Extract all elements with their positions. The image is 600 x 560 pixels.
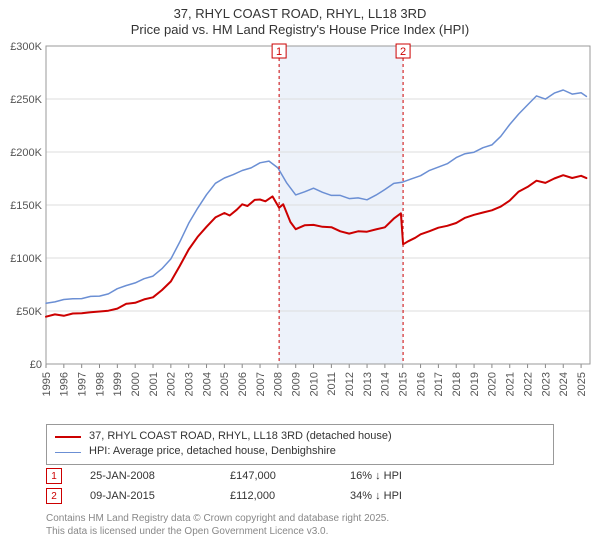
x-tick-label: 2007: [255, 372, 267, 396]
legend: 37, RHYL COAST ROAD, RHYL, LL18 3RD (det…: [46, 424, 554, 465]
x-tick-label: 2021: [505, 372, 517, 396]
legend-swatch: [55, 452, 81, 453]
legend-label: HPI: Average price, detached house, Denb…: [89, 444, 336, 459]
x-tick-label: 2012: [344, 372, 356, 396]
legend-row: 37, RHYL COAST ROAD, RHYL, LL18 3RD (det…: [55, 429, 545, 444]
marker-price: £112,000: [230, 490, 350, 502]
y-tick-label: £0: [30, 359, 42, 371]
footer-line1: Contains HM Land Registry data © Crown c…: [46, 512, 389, 525]
x-tick-label: 2001: [148, 372, 160, 396]
legend-row: HPI: Average price, detached house, Denb…: [55, 444, 545, 459]
title-subtitle: Price paid vs. HM Land Registry's House …: [0, 22, 600, 38]
x-tick-label: 1995: [41, 372, 53, 396]
marker-row: 1 25-JAN-2008£147,00016% ↓ HPI: [46, 466, 554, 486]
footer-line2: This data is licensed under the Open Gov…: [46, 525, 389, 538]
x-tick-label: 2013: [362, 372, 374, 396]
x-tick-label: 2016: [415, 372, 427, 396]
marker-date: 09-JAN-2015: [90, 490, 230, 502]
title-block: 37, RHYL COAST ROAD, RHYL, LL18 3RD Pric…: [0, 0, 600, 39]
x-tick-label: 2014: [380, 372, 392, 396]
x-tick-label: 2008: [273, 372, 285, 396]
chart: £0 £50K £100K £150K £200K £250K £300K 1995 1996 1…: [0, 40, 600, 420]
marker-badge: 2: [46, 488, 62, 504]
x-tick-label: 2006: [237, 372, 249, 396]
marker-price: £147,000: [230, 470, 350, 482]
x-tick-label: 1997: [77, 372, 89, 396]
marker-number: 1: [276, 46, 282, 58]
x-tick-label: 2019: [469, 372, 481, 396]
x-tick-label: 2018: [451, 372, 463, 396]
marker-number: 2: [400, 46, 406, 58]
y-tick-label: £150K: [10, 200, 42, 212]
title-address: 37, RHYL COAST ROAD, RHYL, LL18 3RD: [0, 6, 600, 22]
x-tick-label: 2015: [398, 372, 410, 396]
x-tick-label: 2011: [326, 372, 338, 396]
x-tick-label: 2022: [522, 372, 534, 396]
x-tick-label: 2017: [433, 372, 445, 396]
x-tick-label: 2009: [291, 372, 303, 396]
x-tick-label: 2010: [308, 372, 320, 396]
x-tick-label: 2000: [130, 372, 142, 396]
legend-label: 37, RHYL COAST ROAD, RHYL, LL18 3RD (det…: [89, 429, 392, 444]
x-tick-label: 2005: [219, 372, 231, 396]
markers-table: 1 25-JAN-2008£147,00016% ↓ HPI 2 09-JAN-201…: [46, 466, 554, 506]
y-tick-label: £250K: [10, 94, 42, 106]
chart-svg: £0 £50K £100K £150K £200K £250K £300K 1995 1996 1…: [0, 40, 600, 420]
x-tick-label: 2003: [184, 372, 196, 396]
x-tick-label: 2023: [540, 372, 552, 396]
x-tick-label: 2002: [166, 372, 178, 396]
x-tick-label: 2020: [487, 372, 499, 396]
x-tick-label: 1996: [59, 372, 71, 396]
x-tick-label: 1999: [112, 372, 124, 396]
footer: Contains HM Land Registry data © Crown c…: [46, 512, 389, 538]
y-tick-label: £300K: [10, 41, 42, 53]
marker-delta: 34% ↓ HPI: [350, 490, 490, 502]
root: 37, RHYL COAST ROAD, RHYL, LL18 3RD Pric…: [0, 0, 600, 560]
y-tick-label: £50K: [16, 306, 42, 318]
marker-badge: 1: [46, 468, 62, 484]
marker-delta: 16% ↓ HPI: [350, 470, 490, 482]
y-tick-label: £200K: [10, 147, 42, 159]
x-tick-label: 2025: [576, 372, 588, 396]
legend-swatch: [55, 436, 81, 438]
marker-row: 2 09-JAN-2015£112,00034% ↓ HPI: [46, 486, 554, 506]
y-tick-label: £100K: [10, 253, 42, 265]
marker-date: 25-JAN-2008: [90, 470, 230, 482]
x-tick-label: 1998: [94, 372, 106, 396]
x-tick-label: 2024: [558, 372, 570, 396]
x-tick-label: 2004: [201, 372, 213, 396]
